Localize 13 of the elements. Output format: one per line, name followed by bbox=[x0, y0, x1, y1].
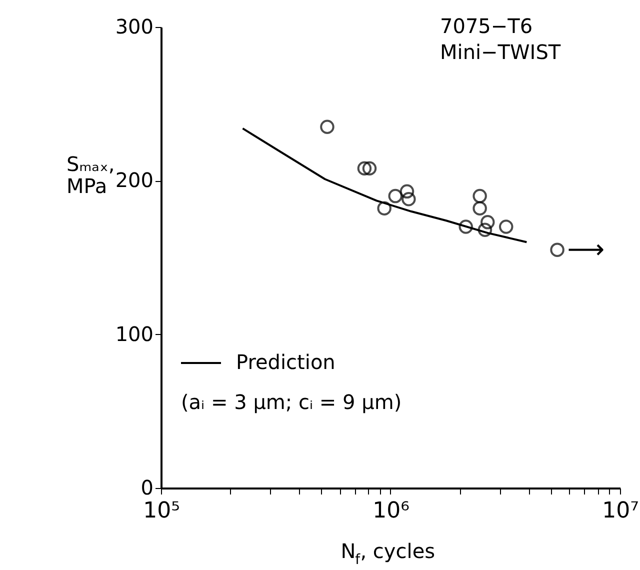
y-tick-label: 300 bbox=[115, 14, 154, 38]
annotation: ⟶ bbox=[567, 234, 605, 265]
y-tick-label: 200 bbox=[115, 168, 154, 192]
y-tick-label: 0 bbox=[140, 476, 154, 500]
annotation: 7075−T6 bbox=[440, 14, 533, 38]
x-tick-label: 10⁷ bbox=[602, 498, 639, 524]
annotation: Mini−TWIST bbox=[440, 40, 562, 64]
x-tick-label: 10⁶ bbox=[372, 498, 410, 524]
y-tick-label: 100 bbox=[115, 322, 154, 346]
y-axis-title: Sₘₐₓ, MPa bbox=[66, 152, 115, 198]
x-tick-label: 10⁵ bbox=[143, 498, 180, 524]
legend-label: Prediction bbox=[236, 350, 336, 374]
annotation: (aᵢ = 3 μm; cᵢ = 9 μm) bbox=[181, 390, 402, 414]
